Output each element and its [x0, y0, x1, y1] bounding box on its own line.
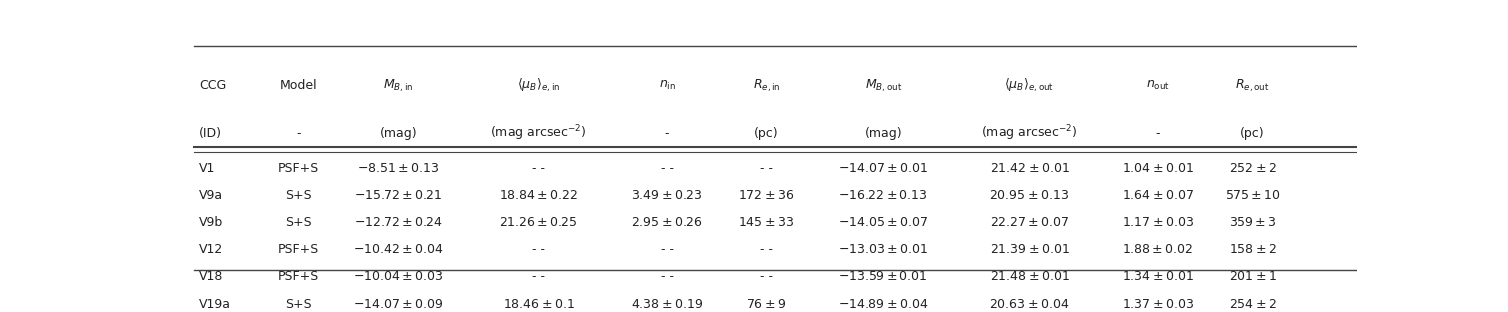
Text: $3.49 \pm 0.23$: $3.49 \pm 0.23$: [632, 189, 703, 202]
Text: $2.95 \pm 0.26$: $2.95 \pm 0.26$: [632, 216, 703, 229]
Text: (pc): (pc): [754, 127, 778, 140]
Text: $-15.72 \pm 0.21$: $-15.72 \pm 0.21$: [354, 189, 442, 202]
Text: $-14.89 \pm 0.04$: $-14.89 \pm 0.04$: [838, 298, 929, 311]
Text: -: -: [665, 127, 670, 140]
Text: $201 \pm 1$: $201 \pm 1$: [1229, 271, 1277, 284]
Text: CCG: CCG: [199, 79, 226, 92]
Text: $18.46 \pm 0.1$: $18.46 \pm 0.1$: [502, 298, 575, 311]
Text: -: -: [1155, 127, 1160, 140]
Text: (mag): (mag): [380, 127, 418, 140]
Text: (mag): (mag): [864, 127, 902, 140]
Text: $18.84 \pm 0.22$: $18.84 \pm 0.22$: [499, 189, 578, 202]
Text: $158 \pm 2$: $158 \pm 2$: [1229, 243, 1276, 256]
Text: $1.17 \pm 0.03$: $1.17 \pm 0.03$: [1122, 216, 1194, 229]
Text: $-13.59 \pm 0.01$: $-13.59 \pm 0.01$: [838, 271, 927, 284]
Text: (ID): (ID): [199, 127, 222, 140]
Text: $R_{e,\mathrm{out}}$: $R_{e,\mathrm{out}}$: [1235, 77, 1270, 94]
Text: - -: - -: [532, 271, 544, 284]
Text: - -: - -: [532, 243, 544, 256]
Text: $n_{\mathrm{in}}$: $n_{\mathrm{in}}$: [659, 79, 676, 92]
Text: $21.48 \pm 0.01$: $21.48 \pm 0.01$: [989, 271, 1069, 284]
Text: V9a: V9a: [199, 189, 223, 202]
Text: $-12.72 \pm 0.24$: $-12.72 \pm 0.24$: [354, 216, 443, 229]
Text: (pc): (pc): [1240, 127, 1265, 140]
Text: $172 \pm 36$: $172 \pm 36$: [739, 189, 795, 202]
Text: V1: V1: [199, 162, 216, 175]
Text: - -: - -: [532, 162, 544, 175]
Text: PSF+S: PSF+S: [277, 271, 320, 284]
Text: Model: Model: [279, 79, 317, 92]
Text: - -: - -: [760, 162, 774, 175]
Text: $\langle\mu_B\rangle_{e,\mathrm{in}}$: $\langle\mu_B\rangle_{e,\mathrm{in}}$: [517, 77, 559, 94]
Text: $21.26 \pm 0.25$: $21.26 \pm 0.25$: [499, 216, 578, 229]
Text: $1.37 \pm 0.03$: $1.37 \pm 0.03$: [1122, 298, 1194, 311]
Text: V19a: V19a: [199, 298, 231, 311]
Text: -: -: [296, 127, 300, 140]
Text: $n_{\mathrm{out}}$: $n_{\mathrm{out}}$: [1146, 79, 1170, 92]
Text: S+S: S+S: [285, 216, 312, 229]
Text: $M_{B,\mathrm{out}}$: $M_{B,\mathrm{out}}$: [864, 77, 902, 94]
Text: $-14.07 \pm 0.09$: $-14.07 \pm 0.09$: [353, 298, 443, 311]
Text: $145 \pm 33$: $145 \pm 33$: [739, 216, 795, 229]
Text: - -: - -: [661, 243, 674, 256]
Text: $\langle\mu_B\rangle_{e,\mathrm{out}}$: $\langle\mu_B\rangle_{e,\mathrm{out}}$: [1004, 77, 1054, 94]
Text: V18: V18: [199, 271, 223, 284]
Text: $-14.07 \pm 0.01$: $-14.07 \pm 0.01$: [838, 162, 929, 175]
Text: $-8.51 \pm 0.13$: $-8.51 \pm 0.13$: [357, 162, 439, 175]
Text: $-10.04 \pm 0.03$: $-10.04 \pm 0.03$: [353, 271, 443, 284]
Text: $359 \pm 3$: $359 \pm 3$: [1229, 216, 1276, 229]
Text: (mag arcsec$^{-2}$): (mag arcsec$^{-2}$): [490, 124, 587, 143]
Text: V12: V12: [199, 243, 223, 256]
Text: $254 \pm 2$: $254 \pm 2$: [1229, 298, 1276, 311]
Text: - -: - -: [760, 243, 774, 256]
Text: $4.38 \pm 0.19$: $4.38 \pm 0.19$: [630, 298, 703, 311]
Text: $-13.03 \pm 0.01$: $-13.03 \pm 0.01$: [838, 243, 929, 256]
Text: $-10.42 \pm 0.04$: $-10.42 \pm 0.04$: [353, 243, 443, 256]
Text: - -: - -: [661, 162, 674, 175]
Text: $R_{e,\mathrm{in}}$: $R_{e,\mathrm{in}}$: [752, 77, 780, 94]
Text: $1.88 \pm 0.02$: $1.88 \pm 0.02$: [1122, 243, 1194, 256]
Text: $M_{B,\mathrm{in}}$: $M_{B,\mathrm{in}}$: [383, 77, 413, 94]
Text: $1.64 \pm 0.07$: $1.64 \pm 0.07$: [1122, 189, 1194, 202]
Text: S+S: S+S: [285, 298, 312, 311]
Text: $-16.22 \pm 0.13$: $-16.22 \pm 0.13$: [838, 189, 929, 202]
Text: $21.42 \pm 0.01$: $21.42 \pm 0.01$: [989, 162, 1069, 175]
Text: $1.04 \pm 0.01$: $1.04 \pm 0.01$: [1122, 162, 1194, 175]
Text: $-14.05 \pm 0.07$: $-14.05 \pm 0.07$: [838, 216, 929, 229]
Text: (mag arcsec$^{-2}$): (mag arcsec$^{-2}$): [982, 124, 1078, 143]
Text: $22.27 \pm 0.07$: $22.27 \pm 0.07$: [989, 216, 1069, 229]
Text: $20.95 \pm 0.13$: $20.95 \pm 0.13$: [989, 189, 1069, 202]
Text: $575 \pm 10$: $575 \pm 10$: [1224, 189, 1280, 202]
Text: $252 \pm 2$: $252 \pm 2$: [1229, 162, 1276, 175]
Text: - -: - -: [661, 271, 674, 284]
Text: $76 \pm 9$: $76 \pm 9$: [746, 298, 787, 311]
Text: $21.39 \pm 0.01$: $21.39 \pm 0.01$: [989, 243, 1069, 256]
Text: PSF+S: PSF+S: [277, 162, 320, 175]
Text: PSF+S: PSF+S: [277, 243, 320, 256]
Text: S+S: S+S: [285, 189, 312, 202]
Text: V9b: V9b: [199, 216, 223, 229]
Text: - -: - -: [760, 271, 774, 284]
Text: $20.63 \pm 0.04$: $20.63 \pm 0.04$: [989, 298, 1069, 311]
Text: $1.34 \pm 0.01$: $1.34 \pm 0.01$: [1122, 271, 1194, 284]
